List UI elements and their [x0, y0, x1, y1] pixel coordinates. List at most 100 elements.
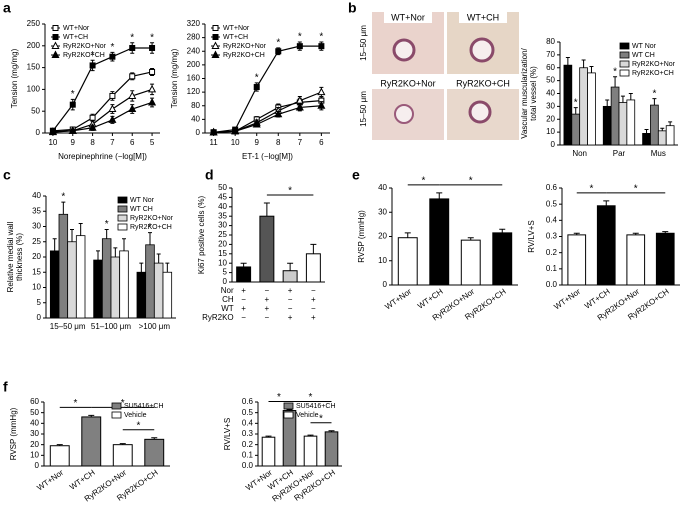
marker — [129, 44, 136, 51]
x-tick-label: 11 — [209, 138, 218, 147]
y-tick-label: 0 — [223, 277, 228, 286]
y-axis-label: Relative medial wall — [6, 221, 15, 292]
error-bar — [628, 93, 633, 100]
y-tick-label: 10 — [32, 283, 41, 292]
y-tick-label: 40 — [30, 418, 39, 427]
significance: * — [148, 222, 152, 233]
y-tick-label: 30 — [30, 429, 39, 438]
marker — [108, 115, 117, 123]
x-tick-label: 6 — [319, 138, 324, 147]
y-tick-label: 50 — [31, 106, 40, 115]
marker — [296, 43, 303, 50]
significance: * — [71, 89, 75, 100]
y-tick-label: 80 — [546, 37, 555, 46]
legend-swatch — [117, 214, 128, 222]
y-tick-label: 0.6 — [546, 183, 558, 192]
bar — [81, 416, 102, 467]
bar — [655, 232, 675, 286]
legend-swatch — [117, 223, 128, 231]
bar — [460, 239, 481, 286]
y-tick-label: 280 — [187, 33, 201, 42]
error-bar — [310, 243, 317, 254]
y-axis-label: total vessel (%) — [529, 66, 538, 121]
bar — [119, 250, 129, 319]
error-bar — [113, 247, 118, 257]
series-line — [213, 45, 322, 133]
error-bar — [78, 222, 83, 236]
x-tick-label: Mus — [651, 149, 666, 158]
error-bar — [263, 202, 270, 217]
marker — [253, 84, 260, 91]
y-tick-label: 30 — [546, 101, 555, 110]
legend-label: WT CH — [130, 206, 153, 213]
y-tick-label: 10 — [378, 256, 387, 265]
significance: * — [319, 413, 323, 424]
y-tick-label: 160 — [187, 74, 201, 83]
error-bar — [156, 253, 161, 264]
error-bar — [660, 127, 665, 131]
error-bar — [240, 262, 247, 267]
y-tick-label: 0.1 — [242, 450, 254, 459]
y-tick-label: 0.3 — [242, 429, 254, 438]
legend-label: RyR2KO+Nor — [63, 43, 107, 50]
bar — [101, 238, 112, 319]
significance: * — [574, 97, 578, 108]
row-label: 15–50 μm — [359, 91, 368, 127]
label-bg — [459, 12, 507, 23]
legend-swatch — [111, 411, 122, 419]
x-tick-label: WT+Nor — [383, 287, 413, 312]
significance: * — [110, 42, 114, 53]
bar — [144, 438, 165, 467]
y-tick-label: 15 — [218, 249, 227, 258]
x-tick-label: 10 — [231, 138, 240, 147]
x-tick-label: 9 — [71, 138, 76, 147]
label-bg — [372, 78, 444, 89]
legend-label: WT+Nor — [223, 25, 250, 32]
bar — [261, 436, 276, 467]
legend-label: RyR2KO+CH — [632, 70, 674, 77]
bar — [665, 125, 675, 146]
table-cell: − — [288, 295, 293, 304]
error-bar — [589, 65, 594, 73]
x-axis-label: ET-1 (−log[M]) — [242, 152, 293, 161]
y-tick-label: 0.3 — [546, 232, 558, 241]
marker — [69, 101, 76, 108]
y-tick-label: 30 — [218, 221, 227, 230]
panel-label: b — [348, 0, 357, 16]
error-bar — [104, 229, 109, 239]
bar — [602, 105, 612, 146]
table-cell: − — [265, 313, 270, 322]
marker — [252, 119, 261, 128]
legend-label: WT Nor — [130, 197, 155, 204]
y-tick-label: 0 — [35, 461, 40, 470]
y-tick-label: 35 — [218, 211, 227, 220]
x-tick-label: 9 — [254, 138, 259, 147]
image-label: WT+Nor — [391, 12, 425, 22]
table-cell: + — [288, 286, 293, 295]
error-bar — [573, 107, 578, 115]
image-label: RyR2KO+Nor — [380, 78, 435, 88]
marker — [51, 41, 60, 49]
marker — [128, 104, 137, 113]
error-bar — [581, 59, 586, 68]
y-tick-label: 200 — [187, 60, 201, 69]
error-bar — [644, 129, 649, 134]
error-bar — [165, 262, 170, 273]
error-bar — [499, 228, 506, 233]
table-cell: + — [265, 295, 270, 304]
image-label: RyR2KO+CH — [456, 78, 510, 88]
bar — [610, 86, 620, 146]
y-tick-label: 50 — [30, 408, 39, 417]
y-tick-label: 40 — [378, 183, 387, 192]
marker — [52, 25, 59, 31]
error-bar — [287, 262, 294, 271]
error-bar — [61, 201, 66, 215]
legend-swatch — [619, 69, 630, 77]
table-cell: − — [311, 286, 316, 295]
table-cell: − — [311, 304, 316, 313]
y-axis-label: Tension (mg/mg) — [10, 48, 19, 108]
y-tick-label: 40 — [191, 114, 200, 123]
bar — [650, 104, 659, 146]
